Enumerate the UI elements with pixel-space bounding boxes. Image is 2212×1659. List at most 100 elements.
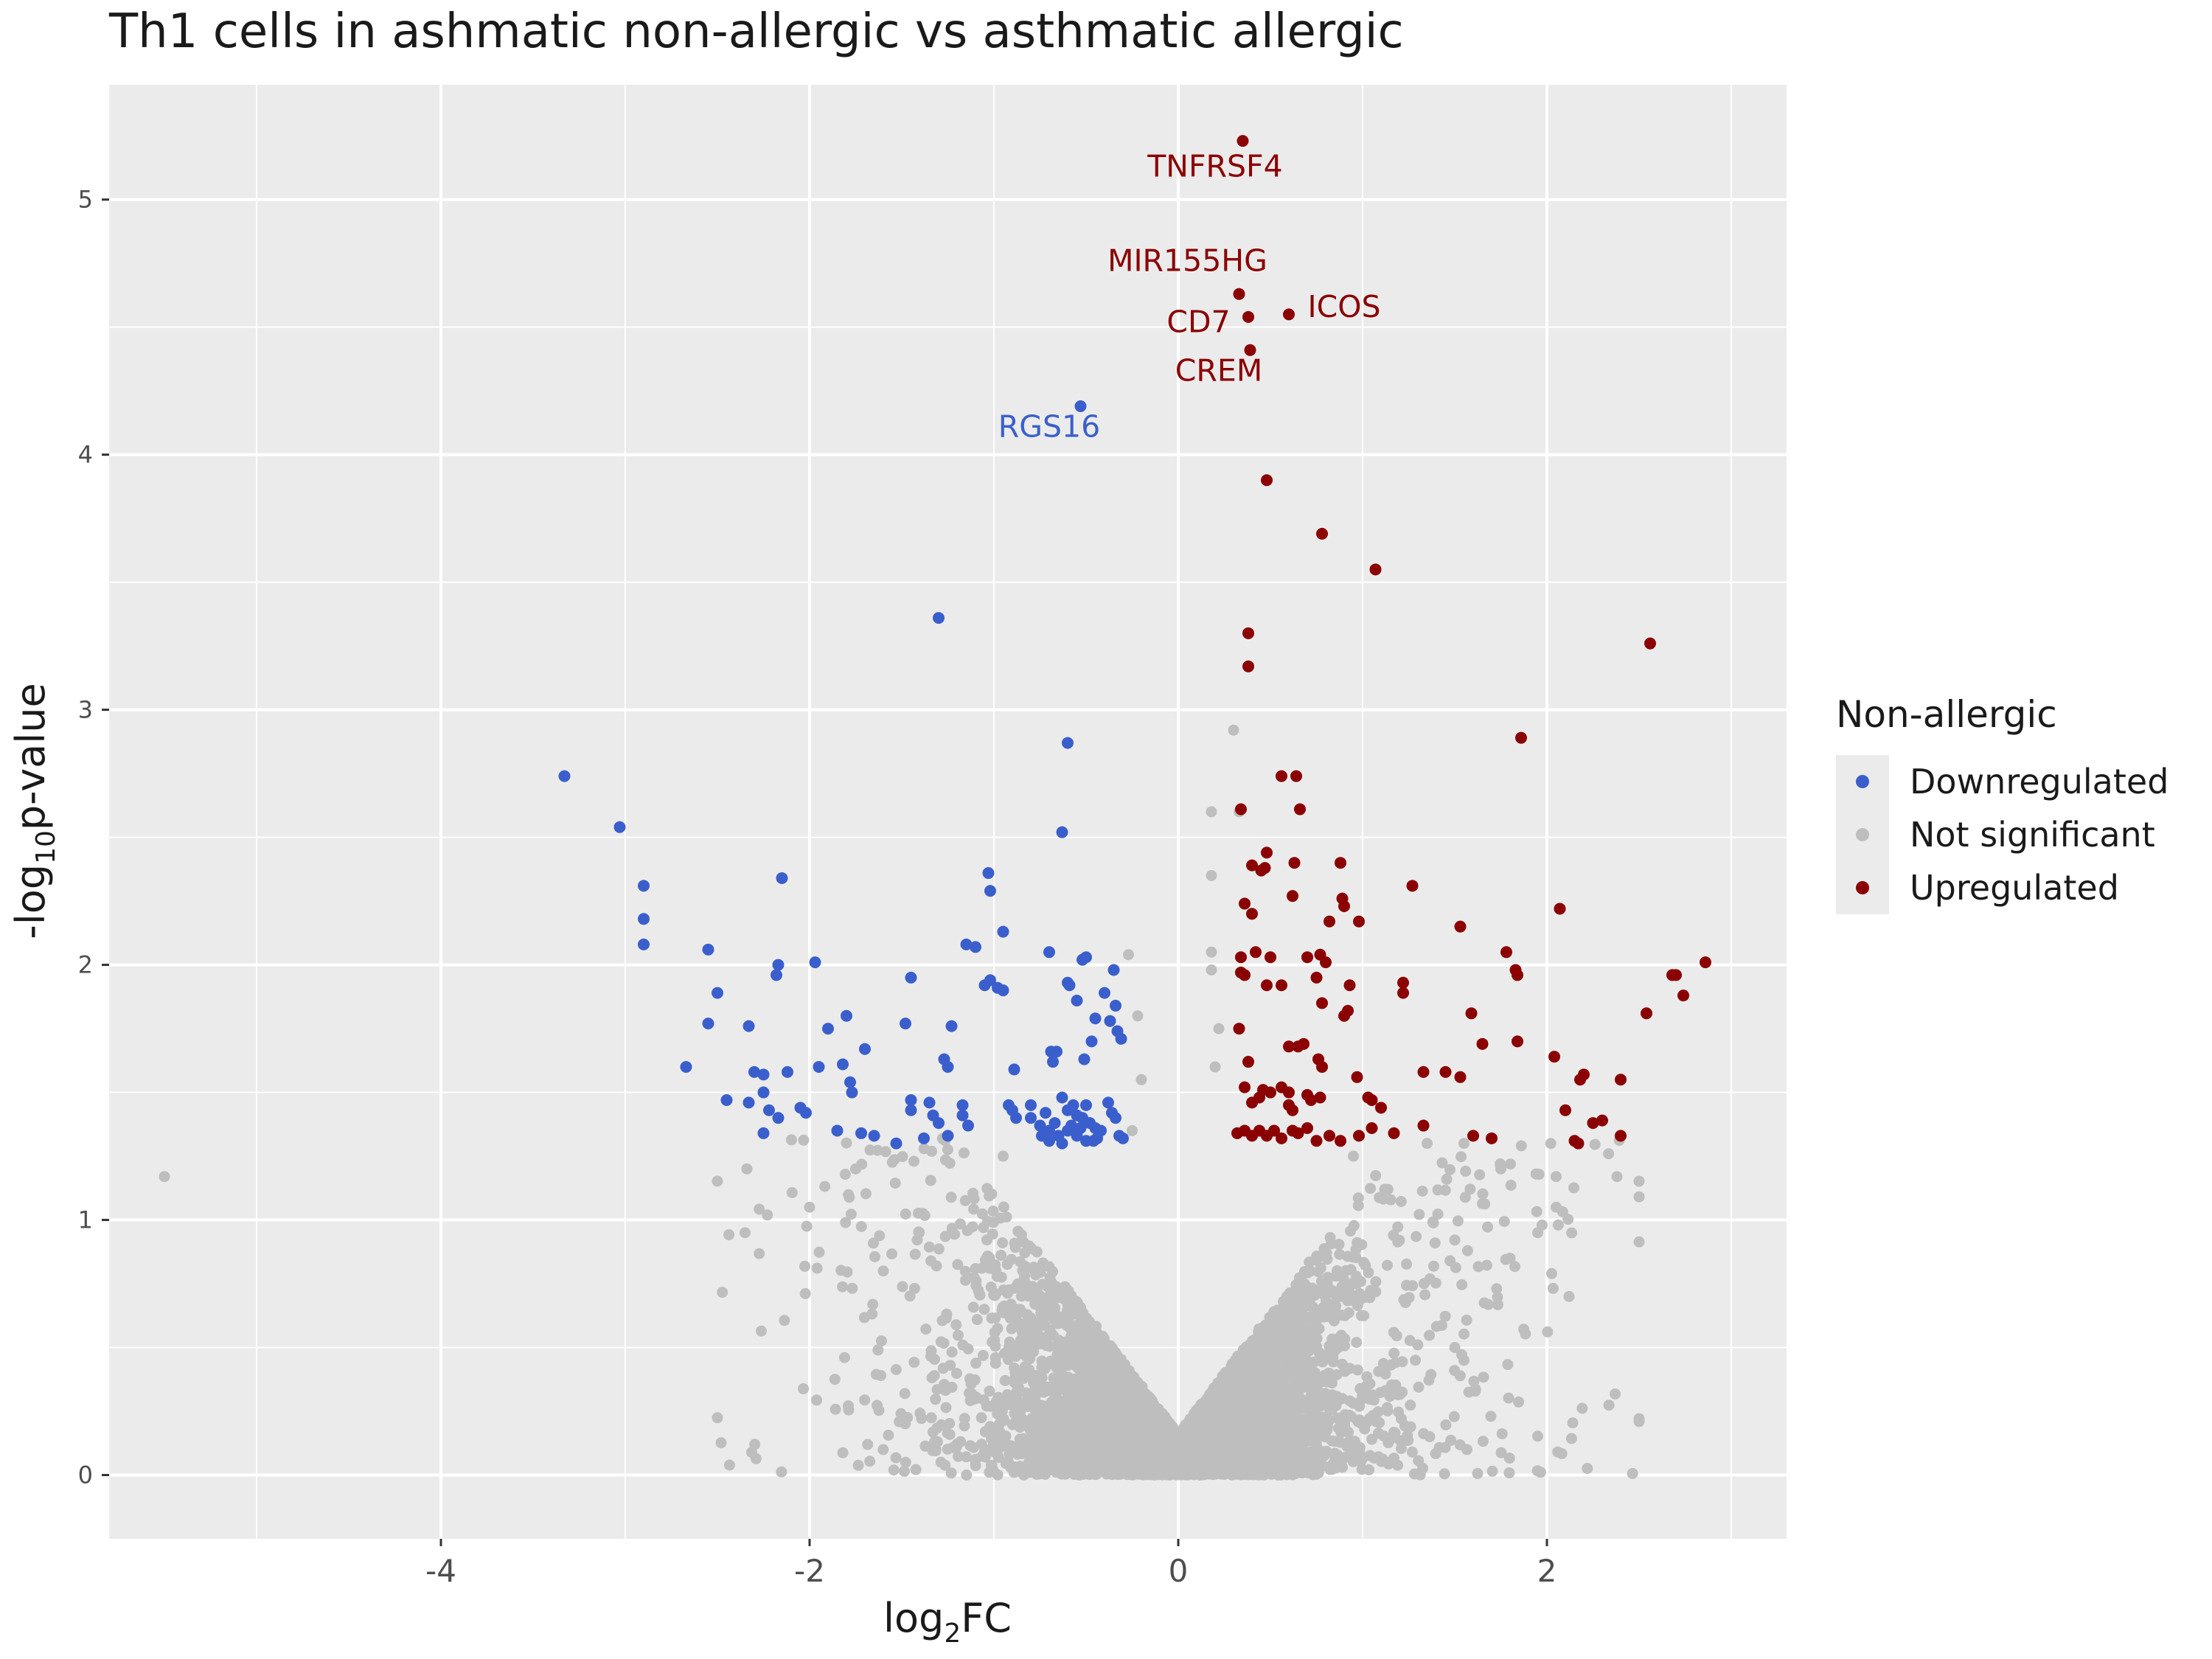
point-not-significant xyxy=(860,1188,872,1200)
point-not-significant xyxy=(961,1470,973,1481)
point-not-significant xyxy=(798,1134,810,1146)
point-not-significant xyxy=(1503,1467,1515,1479)
point-not-significant xyxy=(1459,1192,1471,1203)
point-not-significant xyxy=(1448,1411,1460,1422)
point-not-significant xyxy=(1406,1446,1418,1458)
point-not-significant xyxy=(1348,1220,1360,1231)
point-not-significant xyxy=(877,1444,889,1455)
point-not-significant xyxy=(1552,1446,1564,1458)
point-not-significant xyxy=(968,1193,980,1205)
point-not-significant xyxy=(931,1260,942,1272)
point-not-significant xyxy=(940,1402,952,1413)
point-not-significant xyxy=(1468,1375,1480,1387)
point-not-significant xyxy=(1051,1349,1063,1360)
point-not-significant xyxy=(1372,1406,1384,1418)
point-not-significant xyxy=(835,1265,847,1276)
point-not-significant xyxy=(1036,1355,1048,1367)
point-not-significant xyxy=(925,1175,936,1186)
point-not-significant xyxy=(1009,1242,1021,1253)
point-not-significant xyxy=(712,1412,723,1424)
point-not-significant xyxy=(786,1187,798,1198)
point-not-significant xyxy=(1411,1231,1422,1242)
point-not-significant xyxy=(1331,1369,1343,1380)
point-not-significant xyxy=(1053,1335,1065,1346)
point-not-significant xyxy=(1424,1329,1436,1341)
point-not-significant xyxy=(900,1208,911,1220)
point-not-significant xyxy=(1413,1381,1425,1393)
point-not-significant xyxy=(859,1394,871,1406)
point-not-significant xyxy=(995,1212,1006,1224)
point-not-significant xyxy=(1334,1248,1346,1260)
point-not-significant xyxy=(880,1146,891,1158)
point-not-significant xyxy=(785,1134,797,1146)
point-not-significant xyxy=(864,1455,876,1467)
point-not-significant xyxy=(984,1252,995,1264)
point-not-significant xyxy=(838,1352,850,1363)
point-not-significant xyxy=(944,1158,956,1169)
point-not-significant xyxy=(1326,1389,1338,1401)
point-not-significant xyxy=(844,1192,855,1203)
point-not-significant xyxy=(908,1357,920,1368)
point-not-significant xyxy=(945,1192,957,1203)
point-not-significant xyxy=(1436,1320,1447,1332)
point-not-significant xyxy=(1359,1423,1371,1435)
point-not-significant xyxy=(1004,1336,1015,1348)
point-not-significant xyxy=(1454,1439,1466,1450)
point-not-significant xyxy=(1603,1399,1615,1411)
point-not-significant xyxy=(1542,1326,1554,1338)
point-not-significant xyxy=(1377,1357,1389,1369)
point-not-significant xyxy=(1010,1346,1022,1357)
point-not-significant xyxy=(874,1230,886,1242)
point-not-significant xyxy=(1503,1392,1514,1404)
point-not-significant xyxy=(977,1349,989,1361)
point-not-significant xyxy=(1458,1328,1470,1340)
point-not-significant xyxy=(862,1439,874,1450)
point-not-significant xyxy=(1474,1169,1486,1180)
point-not-significant xyxy=(970,1357,981,1369)
point-not-significant xyxy=(779,1315,790,1326)
point-not-significant xyxy=(1429,1237,1441,1249)
point-not-significant xyxy=(866,1308,878,1320)
point-not-significant xyxy=(953,1329,964,1341)
point-not-significant xyxy=(1461,1314,1472,1326)
point-not-significant xyxy=(715,1437,727,1449)
point-not-significant xyxy=(923,1241,935,1253)
point-not-significant xyxy=(910,1464,922,1475)
point-not-significant xyxy=(1031,1246,1043,1258)
point-not-significant xyxy=(908,1155,919,1167)
point-not-significant xyxy=(837,1281,849,1293)
point-not-significant xyxy=(998,1201,1009,1213)
point-not-significant xyxy=(1492,1291,1503,1303)
point-not-significant xyxy=(996,1405,1008,1417)
point-not-significant xyxy=(1477,1436,1489,1447)
point-not-significant xyxy=(975,1439,987,1450)
point-not-significant xyxy=(1344,1363,1356,1374)
point-not-significant xyxy=(952,1259,964,1270)
point-not-significant xyxy=(890,1452,902,1464)
point-not-significant xyxy=(961,1451,972,1463)
point-not-significant xyxy=(776,1466,787,1478)
point-not-significant xyxy=(799,1260,810,1272)
point-not-significant xyxy=(841,1137,852,1149)
point-not-significant xyxy=(1545,1138,1557,1150)
point-not-significant xyxy=(1004,1448,1015,1460)
point-not-significant xyxy=(1545,1267,1557,1279)
point-not-significant xyxy=(1329,1286,1340,1298)
point-not-significant xyxy=(837,1447,849,1458)
point-not-significant xyxy=(961,1225,973,1237)
point-not-significant xyxy=(1482,1221,1493,1233)
point-not-significant xyxy=(1350,1252,1362,1264)
point-not-significant xyxy=(900,1456,911,1468)
point-not-significant xyxy=(1633,1413,1645,1425)
point-not-significant xyxy=(1304,1256,1315,1268)
point-not-significant xyxy=(989,1335,1001,1346)
point-not-significant xyxy=(939,1231,951,1242)
point-not-significant xyxy=(1463,1386,1475,1398)
point-not-significant xyxy=(723,1229,735,1241)
point-not-significant xyxy=(1502,1359,1514,1371)
point-not-significant xyxy=(1360,1259,1371,1271)
point-not-significant xyxy=(981,1234,992,1246)
point-not-significant xyxy=(945,1467,957,1479)
point-not-significant xyxy=(869,1251,880,1262)
point-not-significant xyxy=(995,1250,1007,1261)
